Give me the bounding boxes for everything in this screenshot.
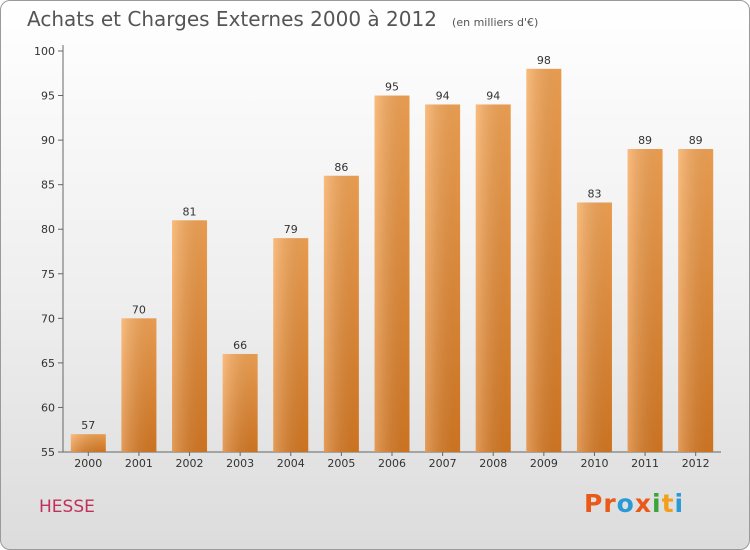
x-tick-label: 2004 xyxy=(277,457,305,470)
x-tick-label: 2003 xyxy=(226,457,254,470)
y-tick-label: 75 xyxy=(41,268,55,281)
y-tick-label: 60 xyxy=(41,401,55,414)
bar-shading xyxy=(576,202,612,452)
bar-value-label: 81 xyxy=(183,205,197,218)
x-tick-label: 2002 xyxy=(176,457,204,470)
y-tick-label: 90 xyxy=(41,134,55,147)
bar-shading xyxy=(475,104,511,452)
x-tick-label: 2010 xyxy=(580,457,608,470)
bar-shading xyxy=(678,149,714,452)
bar-value-label: 94 xyxy=(436,89,450,102)
bar-value-label: 83 xyxy=(587,187,601,200)
bar-shading xyxy=(121,318,157,452)
logo-letter: i xyxy=(674,489,685,518)
bar-shading xyxy=(222,353,258,452)
bar-shading xyxy=(425,104,461,452)
logo-letter: i xyxy=(652,489,662,518)
logo-letter: t xyxy=(661,489,675,518)
chart-title-block: Achats et Charges Externes 2000 à 2012 (… xyxy=(27,7,538,31)
x-tick-label: 2005 xyxy=(327,457,355,470)
bar-value-label: 57 xyxy=(81,419,95,432)
y-tick-label: 70 xyxy=(41,312,55,325)
chart-subtitle: (en milliers d'€) xyxy=(452,16,539,29)
bar-shading xyxy=(526,68,562,453)
commune-name: HESSE xyxy=(39,497,95,517)
proxiti-logo: Proxiti xyxy=(584,489,684,518)
y-tick-label: 85 xyxy=(41,179,55,192)
bar-shading xyxy=(172,220,208,452)
bar-value-label: 86 xyxy=(334,161,348,174)
bar-value-label: 79 xyxy=(284,223,298,236)
x-tick-label: 2000 xyxy=(74,457,102,470)
bar-value-label: 94 xyxy=(486,89,500,102)
x-tick-label: 2006 xyxy=(378,457,406,470)
bar-value-label: 89 xyxy=(638,134,652,147)
bar-shading xyxy=(374,95,410,453)
x-tick-label: 2001 xyxy=(125,457,153,470)
logo-letter: x xyxy=(634,489,652,518)
x-tick-label: 2008 xyxy=(479,457,507,470)
y-tick-label: 80 xyxy=(41,223,55,236)
y-tick-label: 100 xyxy=(34,45,55,58)
bar-shading xyxy=(323,175,359,452)
y-tick-label: 95 xyxy=(41,90,55,103)
x-tick-label: 2012 xyxy=(682,457,710,470)
x-tick-label: 2011 xyxy=(631,457,659,470)
logo-letter: o xyxy=(616,489,635,518)
bar-shading xyxy=(70,434,106,452)
bar-value-label: 66 xyxy=(233,339,247,352)
x-tick-label: 2007 xyxy=(429,457,457,470)
chart-title: Achats et Charges Externes 2000 à 2012 xyxy=(27,7,437,31)
y-tick-label: 55 xyxy=(41,446,55,459)
bar-shading xyxy=(627,149,663,452)
bar-value-label: 98 xyxy=(537,54,551,67)
bar-value-label: 89 xyxy=(689,134,703,147)
bar-shading xyxy=(273,238,309,452)
bar-value-label: 95 xyxy=(385,81,399,94)
bar-value-label: 70 xyxy=(132,303,146,316)
y-tick-label: 65 xyxy=(41,357,55,370)
logo-letter: P xyxy=(584,489,604,518)
x-tick-label: 2009 xyxy=(530,457,558,470)
logo-letter: r xyxy=(603,489,617,518)
